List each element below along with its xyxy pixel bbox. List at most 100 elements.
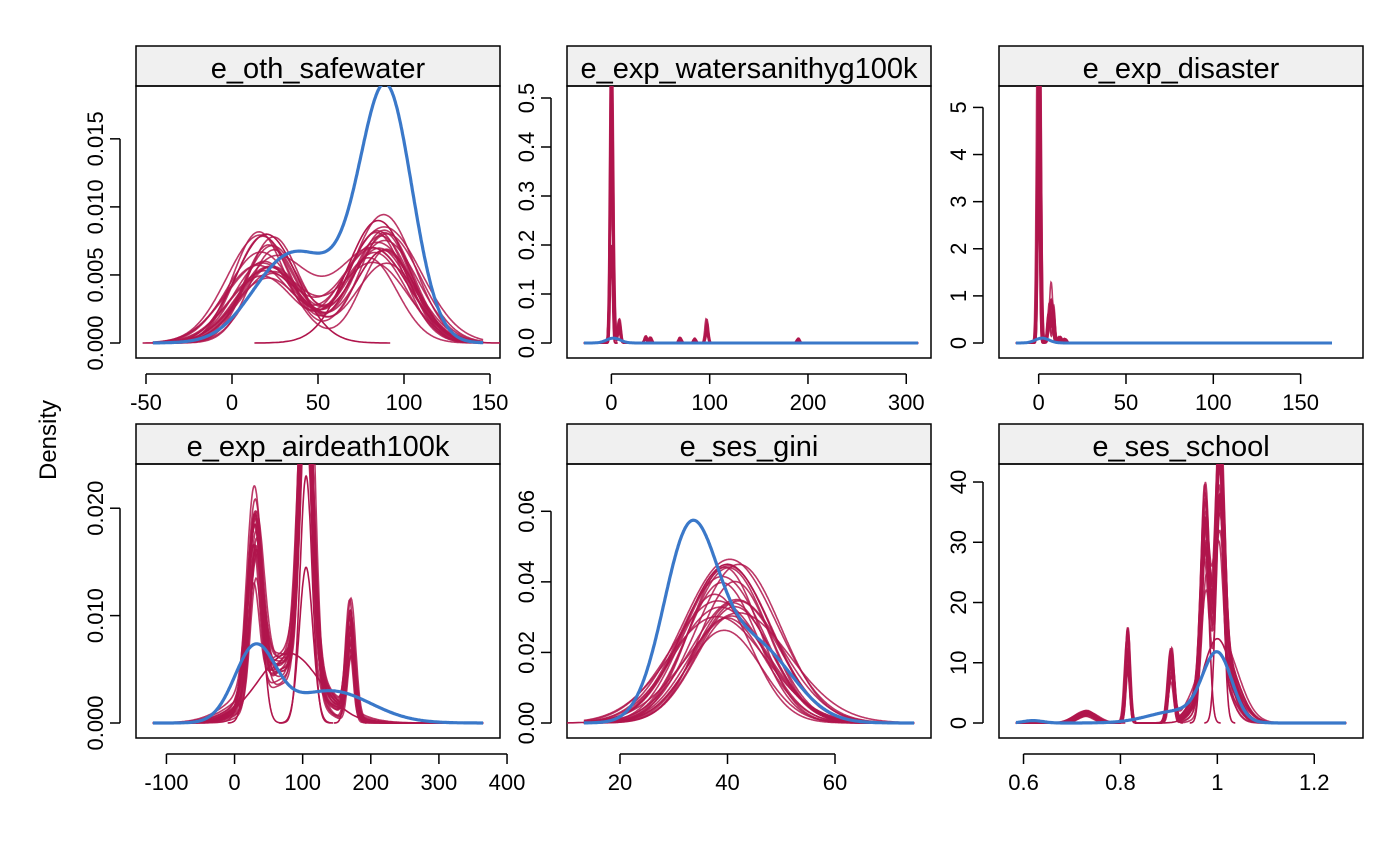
imputed-density-line (152, 226, 484, 344)
imputed-density-line (1015, 482, 1347, 724)
imputed-density-line (1015, 537, 1347, 724)
x-tick-label: 1.2 (1299, 770, 1330, 795)
density-curves (1015, 86, 1332, 345)
y-tick-label: 0.5 (514, 83, 539, 114)
imputed-density-line (583, 558, 915, 724)
x-tick-label: 100 (1195, 390, 1232, 415)
y-tick-label: 0.010 (83, 588, 108, 643)
y-tick-label: 0.04 (514, 560, 539, 603)
x-tick-label: 100 (691, 390, 728, 415)
imputed-peak-line (334, 608, 367, 724)
panel-strip (566, 423, 932, 465)
y-tick-label: 0.0 (514, 328, 539, 359)
imputed-density-line (1015, 499, 1347, 724)
panels-group: e_oth_safewater-50 0 50 100 1500.0000.0050.0… (83, 45, 1364, 795)
imputed-density-line (1015, 467, 1347, 724)
x-tick-label: 0.8 (1105, 770, 1136, 795)
imputed-density-line (583, 130, 919, 344)
imputed-density-line (1015, 464, 1347, 724)
y-tick-label: 0.00 (514, 702, 539, 745)
observed-density-line (152, 86, 484, 345)
x-tick-label: 150 (472, 390, 509, 415)
panel-strip (135, 423, 501, 465)
x-tick-label: 60 (823, 770, 847, 795)
y-tick-label: 0.015 (83, 111, 108, 166)
plot-frame (998, 463, 1364, 739)
imputed-density-line (1015, 93, 1332, 344)
y-tick-label: 0.3 (514, 181, 539, 212)
panel-title: e_exp_disaster (1083, 53, 1280, 85)
imputed-density-line (1015, 495, 1347, 724)
imputed-density-line (583, 170, 919, 344)
density-curves (152, 464, 484, 725)
panel-title: e_exp_airdeath100k (187, 431, 450, 463)
plot-frame (566, 463, 932, 739)
imputed-density-line (1015, 103, 1332, 344)
imputed-density-line (583, 125, 919, 344)
y-tick-label: 10 (946, 651, 971, 675)
panel-title: e_ses_school (1092, 431, 1269, 463)
imputed-density-line (583, 179, 919, 344)
y-tick-label: 0.005 (83, 247, 108, 302)
imputed-density-line (1015, 522, 1347, 724)
y-tick-label: 30 (946, 530, 971, 554)
imputed-density-line (1015, 467, 1347, 724)
panel-strip (998, 45, 1364, 87)
imputed-density-line (1015, 464, 1347, 724)
density-curves (583, 86, 919, 345)
observed-density-line (152, 642, 484, 725)
y-tick-label: 1 (946, 290, 971, 302)
imputed-density-line (1015, 86, 1332, 344)
y-tick-label: 0.06 (514, 490, 539, 533)
panel-5: e_ses_gini 20 40 60 0.00 0.02 0.04 0.06 (514, 423, 932, 795)
panel-6: e_ses_school 0.6 0.8 1 1.2 0 10 20 30 40 (946, 423, 1364, 795)
x-tick-label: 300 (888, 390, 925, 415)
imputed-density-line (583, 86, 919, 344)
imputed-density-line (1015, 86, 1332, 344)
y-tick-label: 4 (946, 148, 971, 160)
panel-2: e_exp_watersanithyg100k 0 100 200 300 0.0 0.1 0… (514, 45, 932, 415)
density-curves (567, 518, 915, 725)
y-tick-label: 0.010 (83, 179, 108, 234)
y-tick-label: 5 (946, 101, 971, 113)
x-tick-label: 20 (608, 770, 632, 795)
imputed-density-line (583, 109, 919, 344)
y-tick-label: 0.1 (514, 279, 539, 310)
panel-strip (566, 45, 932, 87)
imputed-peak-line (166, 652, 412, 724)
y-tick-label: 40 (946, 470, 971, 494)
imputed-density-line (1015, 464, 1347, 724)
imputed-peak-line (142, 233, 391, 344)
imputed-density-line (1015, 495, 1347, 724)
x-tick-label: 0 (1033, 390, 1045, 415)
x-tick-label: 200 (790, 390, 827, 415)
imputed-peak-line (278, 566, 334, 724)
imputed-density-line (1015, 86, 1332, 344)
y-axis-label: Density (35, 400, 62, 480)
observed-density-line (583, 518, 915, 725)
imputed-density-line (1015, 500, 1347, 724)
imputed-density-line (1015, 493, 1347, 724)
panel-title: e_oth_safewater (211, 53, 426, 85)
imputed-density-line (583, 86, 919, 344)
y-tick-label: 20 (946, 590, 971, 614)
x-tick-label: 0 (228, 770, 240, 795)
plot-frame (566, 85, 932, 359)
x-tick-label: 400 (489, 770, 526, 795)
y-tick-label: 0.4 (514, 132, 539, 163)
imputed-density-line (1015, 86, 1332, 344)
imputed-peak-line (567, 563, 900, 724)
observed-density-line (1015, 650, 1347, 725)
imputed-density-line (1015, 464, 1347, 724)
imputed-density-line (583, 86, 919, 344)
imputed-density-line (583, 160, 919, 344)
panel-title: e_ses_gini (680, 431, 819, 463)
panel-strip (135, 45, 501, 87)
imputed-density-line (1015, 464, 1347, 724)
panel-1: e_oth_safewater -50 0 50 100 150 0.000 0.005 0.0… (83, 45, 509, 415)
imputed-peak-line (1204, 492, 1236, 724)
observed-density-line (583, 336, 919, 345)
imputed-density-line (152, 230, 484, 344)
imputed-density-line (1015, 464, 1347, 724)
